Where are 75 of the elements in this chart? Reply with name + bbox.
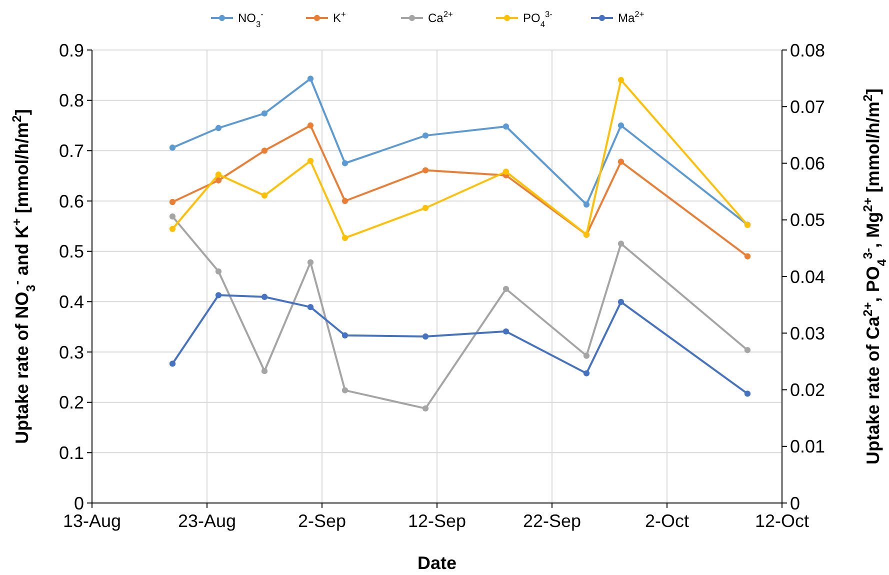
y2-tick-label: 0.01 xyxy=(790,436,826,457)
y2-tick-label: 0.05 xyxy=(790,210,826,230)
point xyxy=(502,168,510,175)
point xyxy=(307,122,314,129)
point xyxy=(261,148,268,154)
legend-label: Ca$^{2+}$ xyxy=(428,9,453,26)
legend-label: Ma$^{2+}$ xyxy=(618,9,644,26)
point xyxy=(169,198,176,206)
point xyxy=(583,201,590,208)
point xyxy=(502,328,510,335)
y2-tick-label: 0 xyxy=(790,493,800,514)
point xyxy=(422,204,429,212)
x-tick-label: 23-Aug xyxy=(178,511,236,531)
y2-tick-label: 0.08 xyxy=(790,40,826,60)
point xyxy=(342,387,348,394)
point xyxy=(342,332,348,338)
point xyxy=(744,253,751,260)
point xyxy=(342,160,348,166)
x-tick-label: 13-Aug xyxy=(62,511,122,531)
point xyxy=(502,123,510,130)
point xyxy=(618,158,624,165)
point xyxy=(618,122,624,129)
point xyxy=(261,110,268,117)
point xyxy=(261,294,268,300)
point xyxy=(583,352,590,359)
y-tick-label: 0.6 xyxy=(58,191,84,212)
point xyxy=(169,226,176,232)
point xyxy=(744,347,751,354)
y2-tick-label: 0.07 xyxy=(790,96,826,117)
point xyxy=(307,158,314,164)
point xyxy=(342,198,348,204)
point xyxy=(422,333,429,340)
point xyxy=(215,124,222,132)
point xyxy=(215,268,222,274)
y-tick-label: 0.4 xyxy=(58,292,84,312)
point xyxy=(744,390,751,397)
y-tick-label: 0.7 xyxy=(58,140,84,161)
point xyxy=(169,360,176,367)
point xyxy=(422,405,429,412)
y-tick-label: 0.5 xyxy=(58,242,84,262)
point xyxy=(307,76,314,82)
point xyxy=(215,177,222,184)
point xyxy=(169,213,176,220)
x-axis-title: Date xyxy=(417,553,457,573)
point xyxy=(215,171,222,178)
point xyxy=(422,132,429,139)
y-tick-label: 0.3 xyxy=(58,342,84,362)
point xyxy=(215,292,222,298)
x-tick-label: 2-Sep xyxy=(298,511,346,531)
y2-tick-label: 0.06 xyxy=(790,154,826,174)
point xyxy=(307,259,314,266)
x-tick-label: 22-Sep xyxy=(522,511,582,531)
y2-tick-label: 0.04 xyxy=(790,266,826,287)
y-tick-label: 0 xyxy=(74,493,84,514)
y-tick-label: 0.2 xyxy=(58,392,84,413)
y2-tick-label: 0.03 xyxy=(790,323,826,344)
point xyxy=(502,286,510,292)
point xyxy=(618,298,624,306)
point xyxy=(261,368,268,374)
point xyxy=(422,167,429,174)
y-tick-label: 0.1 xyxy=(58,442,84,463)
x-tick-label: 12-Oct xyxy=(754,511,810,531)
legend-label: K$^{+}$ xyxy=(333,9,346,26)
point xyxy=(583,370,590,376)
point xyxy=(307,304,314,310)
x-tick-label: 12-Sep xyxy=(408,511,466,531)
y-tick-label: 0.9 xyxy=(58,40,84,60)
y-tick-label: 0.8 xyxy=(58,90,84,111)
x-tick-label: 2-Oct xyxy=(644,511,690,531)
point xyxy=(261,192,268,199)
y2-tick-label: 0.02 xyxy=(790,380,826,400)
point xyxy=(342,234,348,242)
point xyxy=(169,144,176,151)
point xyxy=(618,76,624,84)
point xyxy=(618,240,624,247)
